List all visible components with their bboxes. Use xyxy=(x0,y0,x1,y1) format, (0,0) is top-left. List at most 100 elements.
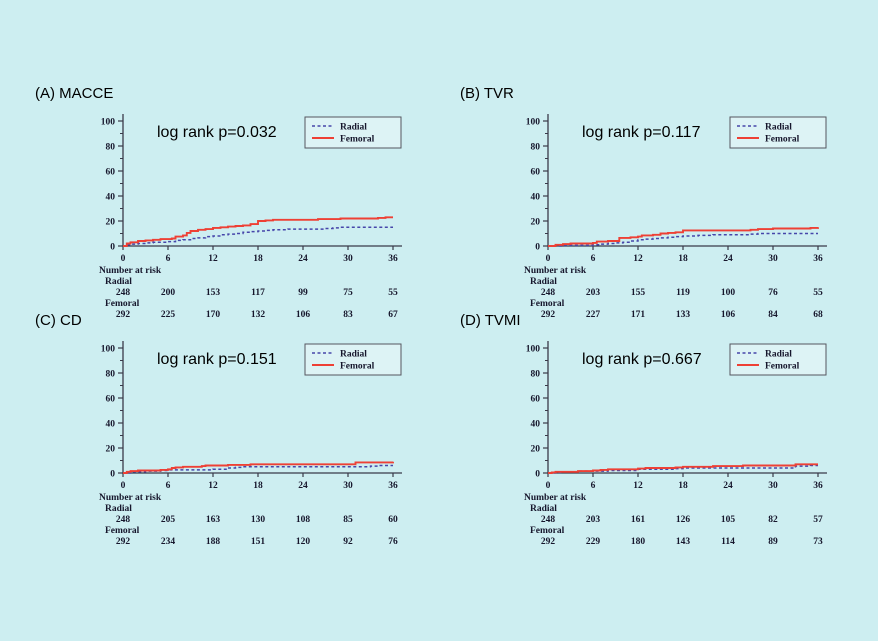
km-plot: 0 20 40 60 80 100 0 6 12 18 24 30 36 log rank p=0.667… xyxy=(526,341,827,491)
y-tick-label: 0 xyxy=(535,470,540,480)
x-tick-label: 12 xyxy=(633,254,643,264)
risk-group-label-femoral: Femoral xyxy=(105,299,140,309)
panel-title: (B) TVR xyxy=(460,85,514,102)
y-tick-label: 80 xyxy=(106,370,116,380)
risk-value: 68 xyxy=(813,310,823,320)
legend-label-radial: Radial xyxy=(340,123,367,133)
panel-cd: (C) CD 0 20 40 60 80 100 0 6 12 18 24 30 36 log rank … xyxy=(35,312,435,547)
risk-value: 84 xyxy=(768,310,778,320)
legend-box xyxy=(304,343,402,376)
y-tick-label: 60 xyxy=(106,168,116,178)
x-tick-label: 6 xyxy=(166,254,171,264)
y-tick-label: 0 xyxy=(110,470,115,480)
risk-value: 126 xyxy=(675,515,691,525)
legend-label-femoral: Femoral xyxy=(765,135,800,145)
x-tick-label: 18 xyxy=(253,481,263,491)
panel-tvmi: (D) TVMI 0 20 40 60 80 100 0 6 12 18 24 30 36 log ran… xyxy=(460,312,860,547)
y-tick-label: 20 xyxy=(106,218,116,228)
curve-femoral xyxy=(123,461,394,474)
curve-femoral xyxy=(548,226,819,247)
p-value-label: log rank p=0.117 xyxy=(582,124,701,141)
risk-value: 171 xyxy=(630,310,646,320)
risk-value: 292 xyxy=(115,537,131,547)
y-tick-label: 60 xyxy=(531,168,541,178)
risk-value: 227 xyxy=(585,310,601,320)
x-tick-label: 30 xyxy=(343,481,353,491)
y-tick-label: 20 xyxy=(531,218,541,228)
y-tick-label: 100 xyxy=(101,118,116,128)
risk-value: 248 xyxy=(540,288,556,298)
x-tick-label: 24 xyxy=(723,481,733,491)
x-tick-label: 0 xyxy=(121,254,126,264)
risk-value: 73 xyxy=(813,537,823,547)
km-plot: 0 20 40 60 80 100 0 6 12 18 24 30 36 log rank p=0.117… xyxy=(526,114,827,264)
panel-macce: (A) MACCE 0 20 40 60 80 100 0 6 12 18 24 30 36 log ra… xyxy=(35,85,435,320)
risk-value: 200 xyxy=(160,288,176,298)
p-value-label: log rank p=0.667 xyxy=(582,351,702,368)
risk-value: 205 xyxy=(160,515,176,525)
risk-value: 75 xyxy=(343,288,353,298)
number-at-risk-table: Number at risk Radial 248 205 163 130 108 85 60 F… xyxy=(35,493,435,551)
risk-value: 83 xyxy=(343,310,353,320)
risk-value: 82 xyxy=(768,515,778,525)
risk-group-label-femoral: Femoral xyxy=(530,299,565,309)
y-tick-label: 80 xyxy=(531,370,541,380)
risk-value: 155 xyxy=(630,288,646,298)
risk-value: 151 xyxy=(250,537,266,547)
curve-radial xyxy=(548,232,818,247)
risk-value: 163 xyxy=(205,515,221,525)
y-tick-label: 40 xyxy=(106,193,116,203)
number-at-risk-table: Number at risk Radial 248 203 155 119 100 76 55 F… xyxy=(460,266,860,324)
risk-value: 292 xyxy=(540,537,556,547)
legend-label-femoral: Femoral xyxy=(765,362,800,372)
risk-value: 106 xyxy=(720,310,736,320)
risk-value: 153 xyxy=(205,288,221,298)
risk-value: 119 xyxy=(676,288,690,298)
curve-femoral xyxy=(548,463,818,474)
x-tick-label: 6 xyxy=(591,481,596,491)
risk-value: 292 xyxy=(540,310,556,320)
risk-group-label-radial: Radial xyxy=(105,504,132,514)
risk-value: 106 xyxy=(295,310,311,320)
panel-title: (D) TVMI xyxy=(460,312,521,329)
x-tick-label: 24 xyxy=(298,481,308,491)
risk-header: Number at risk xyxy=(524,266,587,276)
risk-value: 132 xyxy=(250,310,266,320)
risk-value: 76 xyxy=(388,537,398,547)
x-tick-label: 12 xyxy=(208,254,218,264)
risk-value: 188 xyxy=(205,537,221,547)
risk-header: Number at risk xyxy=(524,493,587,503)
risk-value: 114 xyxy=(721,537,735,547)
legend-label-radial: Radial xyxy=(340,350,367,360)
risk-group-label-femoral: Femoral xyxy=(530,526,565,536)
risk-value: 180 xyxy=(630,537,646,547)
x-tick-label: 12 xyxy=(633,481,643,491)
x-tick-label: 36 xyxy=(813,481,823,491)
x-tick-label: 30 xyxy=(343,254,353,264)
risk-value: 203 xyxy=(585,288,601,298)
risk-value: 108 xyxy=(295,515,311,525)
risk-value: 120 xyxy=(295,537,311,547)
x-tick-label: 0 xyxy=(546,481,551,491)
risk-header: Number at risk xyxy=(99,493,162,503)
x-tick-label: 24 xyxy=(723,254,733,264)
risk-value: 225 xyxy=(160,310,176,320)
y-tick-label: 40 xyxy=(106,420,116,430)
panel-title: (A) MACCE xyxy=(35,85,114,102)
p-value-label: log rank p=0.032 xyxy=(157,124,277,141)
risk-value: 248 xyxy=(115,288,131,298)
risk-value: 57 xyxy=(813,515,823,525)
legend-label-femoral: Femoral xyxy=(340,362,375,372)
x-tick-label: 6 xyxy=(166,481,171,491)
risk-value: 89 xyxy=(768,537,778,547)
risk-value: 248 xyxy=(115,515,131,525)
risk-value: 234 xyxy=(160,537,176,547)
risk-value: 292 xyxy=(115,310,131,320)
panel-title: (C) CD xyxy=(35,312,82,329)
x-tick-label: 0 xyxy=(546,254,551,264)
x-tick-label: 18 xyxy=(678,254,688,264)
x-tick-label: 24 xyxy=(298,254,308,264)
x-tick-label: 0 xyxy=(121,481,126,491)
risk-value: 117 xyxy=(251,288,265,298)
x-tick-label: 30 xyxy=(768,254,778,264)
